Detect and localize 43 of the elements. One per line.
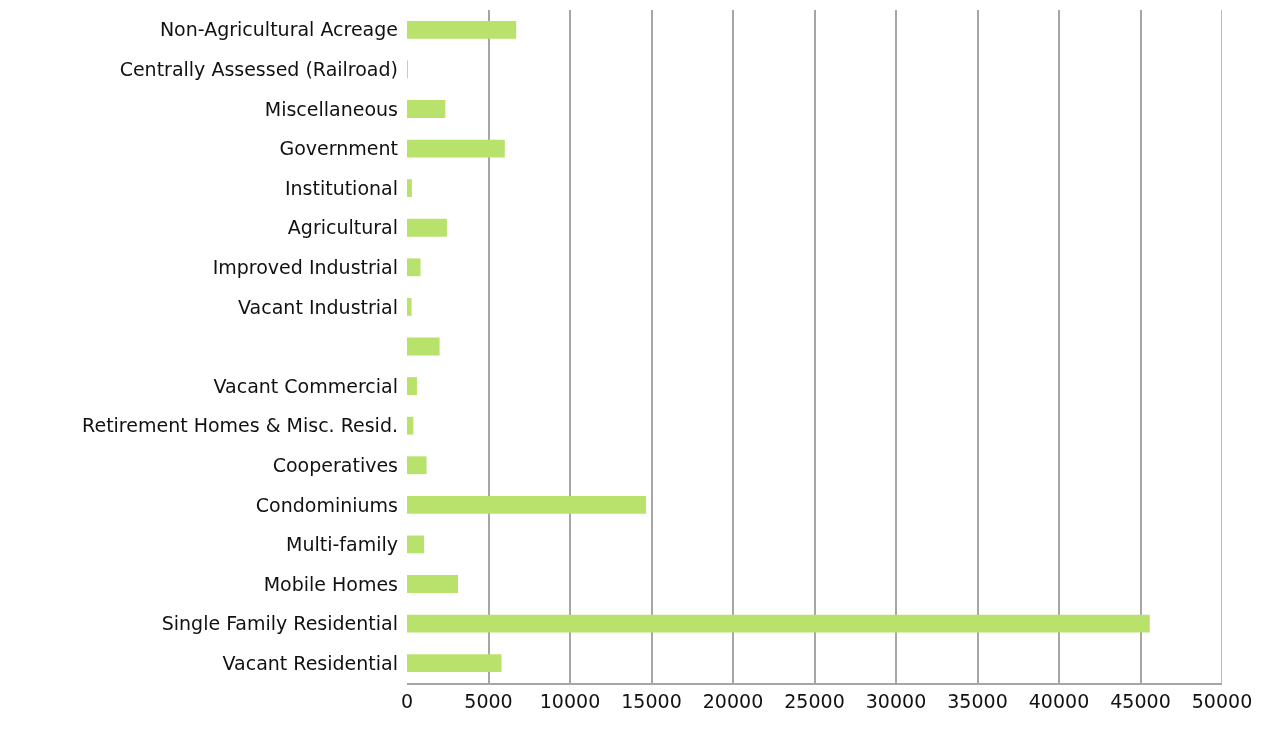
x-tick-label: 0 [400,689,414,712]
bar [407,654,502,673]
x-tick-label: 45000 [1110,689,1171,712]
bar [407,575,459,593]
bar [407,100,446,118]
x-tick-label: 15000 [621,689,682,712]
bar [407,337,440,356]
y-tick-label: Miscellaneous [264,97,398,120]
y-tick-label: Improved Industrial [212,255,398,278]
bar [407,179,412,198]
y-tick-label: Mobile Homes [263,572,398,595]
bar [407,495,647,514]
x-tick-label: 20000 [702,689,764,712]
bar [407,377,417,395]
y-tick-label: Government [279,137,398,160]
y-tick-label: Cooperatives [272,453,398,476]
x-tick-label: 10000 [539,689,601,712]
x-tick-label: 30000 [865,689,927,712]
bar [407,416,414,435]
y-tick-label: Vacant Industrial [238,295,398,318]
y-tick-label: Non-Agricultural Acreage [159,18,398,41]
bar [407,535,425,554]
x-tick-label: 25000 [784,689,845,712]
y-tick-label: Institutional [284,176,398,199]
y-tick-label: Single Family Residential [161,612,398,635]
bar [407,20,517,39]
bar [407,614,1150,633]
y-tick-label: Retirement Homes & Misc. Resid. [82,414,398,437]
y-tick-label: Condominiums [255,493,398,516]
y-tick-label: Agricultural [287,216,398,239]
y-tick-label: Multi-family [286,533,398,556]
x-tick-label: 50000 [1191,689,1253,712]
y-tick-label: Vacant Commercial [213,374,398,397]
x-tick-label: 40000 [1028,689,1090,712]
y-tick-label: Centrally Assessed (Railroad) [119,58,398,81]
bar [407,139,505,158]
bar [407,218,447,237]
x-tick-label: 5000 [464,689,513,712]
bar [407,258,421,277]
bar [407,456,427,475]
bar [407,298,412,316]
x-tick-label: 35000 [947,689,1008,712]
y-tick-label: Vacant Residential [222,651,398,674]
